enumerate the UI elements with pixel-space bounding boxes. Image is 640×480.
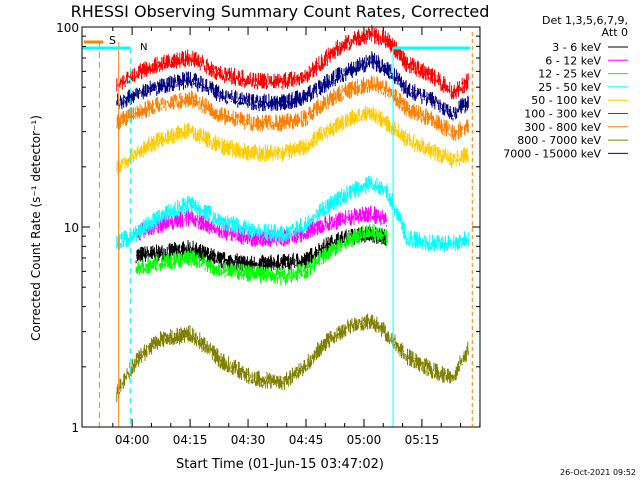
saa-label: S <box>109 34 116 47</box>
x-tick-label: 04:30 <box>231 433 266 447</box>
series-5 <box>116 24 469 100</box>
legend-label: 50 - 100 keV <box>531 94 601 107</box>
legend-header: Att 0 <box>602 26 628 39</box>
series-4 <box>116 105 469 175</box>
legend-label: 3 - 6 keV <box>552 41 601 54</box>
overlay-layer: SN <box>82 32 473 427</box>
x-tick-label: 04:45 <box>289 433 324 447</box>
legend-label: 300 - 800 keV <box>524 121 601 134</box>
timestamp: 26-Oct-2021 09:52 <box>560 468 636 477</box>
series-line <box>116 175 469 252</box>
series-2 <box>135 223 388 286</box>
series-line <box>116 105 469 175</box>
x-axis-label: Start Time (01-Jun-15 03:47:02) <box>176 457 384 472</box>
series-6 <box>116 75 469 141</box>
legend-label: 6 - 12 keV <box>545 54 601 67</box>
series-8 <box>116 51 469 121</box>
night-label: N <box>140 42 147 53</box>
y-tick-label: 10 <box>64 221 79 235</box>
series-line <box>116 75 469 141</box>
legend-label: 100 - 300 keV <box>524 108 601 121</box>
chart-title: RHESSI Observing Summary Count Rates, Co… <box>71 2 490 21</box>
legend-header: Det 1,3,5,6,7,9, <box>542 14 628 27</box>
legend-label: 7000 - 15000 keV <box>503 147 601 160</box>
legend-label: 25 - 50 keV <box>538 81 601 94</box>
x-tick-label: 05:15 <box>405 433 440 447</box>
series-layer <box>116 24 469 403</box>
x-tick-label: 05:00 <box>347 433 382 447</box>
y-tick-label: 1 <box>71 421 79 435</box>
x-tick-label: 04:15 <box>173 433 208 447</box>
y-axis-label: Corrected Count Rate (s⁻¹ detector⁻¹) <box>29 115 43 341</box>
axes-layer: 04:00 04:15 04:30 04:45 05:00 05:15 1 10 100 <box>56 21 481 447</box>
legend-label: 12 - 25 keV <box>538 68 601 81</box>
series-line <box>116 313 469 403</box>
series-line <box>135 223 388 286</box>
series-3 <box>116 175 469 252</box>
series-line <box>116 51 469 121</box>
legend-label: 800 - 7000 keV <box>517 134 601 147</box>
series-7 <box>116 313 469 403</box>
series-line <box>116 24 469 100</box>
y-tick-label: 100 <box>56 21 79 35</box>
x-tick-label: 04:00 <box>115 433 150 447</box>
